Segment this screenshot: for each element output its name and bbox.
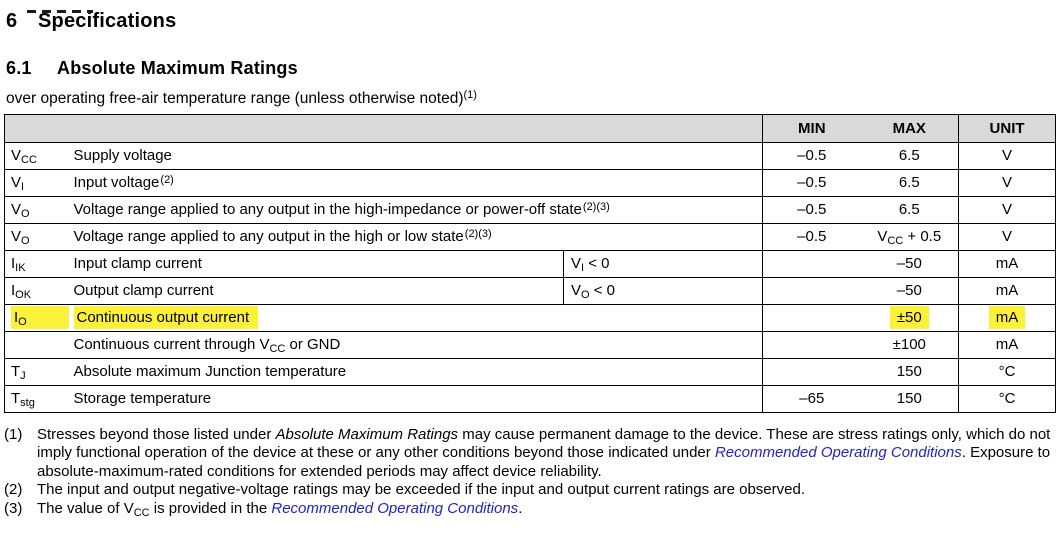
intro-text: over operating free-air temperature rang…: [6, 89, 1060, 108]
unit-cell: V: [958, 222, 1057, 251]
description-cell: Input voltage(2): [66, 168, 764, 197]
min-cell: [762, 249, 861, 278]
description-cell: Voltage range applied to any output in t…: [66, 195, 764, 224]
table-row: IO Continuous output current ±50 mA: [4, 303, 1057, 332]
symbol-cell: VO: [4, 195, 67, 224]
header-max: MAX: [860, 113, 960, 143]
highlight-mark: Continuous output current: [73, 306, 259, 330]
min-cell: [762, 357, 861, 386]
table-row: IOK Output clamp current VO < 0 –50 mA: [4, 276, 1057, 305]
footnote-number: (2): [4, 481, 23, 499]
max-cell: ±100: [860, 330, 960, 359]
footnote-text: Stresses beyond those listed under Absol…: [37, 425, 1051, 480]
abs-max-ratings-table: MIN MAX UNIT VCC Supply voltage –0.5 6.5 V VI…: [3, 113, 1057, 413]
description-cell: Input clamp current: [66, 249, 564, 278]
unit-cell: V: [958, 168, 1057, 197]
unit-cell: mA: [958, 330, 1057, 359]
unit-cell: V: [958, 195, 1057, 224]
max-cell: 150: [860, 384, 960, 413]
unit-cell: °C: [958, 384, 1057, 413]
min-cell: –0.5: [762, 141, 861, 170]
condition-cell: VI < 0: [562, 249, 764, 278]
header-blank-cell: [3, 113, 764, 143]
min-cell: [762, 330, 861, 359]
header-min: MIN: [762, 113, 861, 143]
link-recommended-operating-conditions[interactable]: Recommended Operating Conditions: [271, 499, 519, 517]
subsection-title: Absolute Maximum Ratings: [57, 58, 298, 78]
max-cell: –50: [860, 276, 960, 305]
max-cell: –50: [860, 249, 960, 278]
section-heading: 6 Specifications: [6, 10, 1060, 33]
symbol-cell: VI: [4, 168, 67, 197]
subsection-heading: 6.1 Absolute Maximum Ratings: [6, 58, 1060, 79]
footnote-ref-1: (1): [463, 89, 477, 101]
highlight-mark: IO: [11, 306, 69, 330]
description-cell: Continuous output current: [66, 303, 764, 332]
description-cell: Output clamp current: [66, 276, 564, 305]
symbol-cell: TJ: [4, 357, 67, 386]
table-row: IIK Input clamp current VI < 0 –50 mA: [4, 249, 1057, 278]
link-recommended-operating-conditions[interactable]: Recommended Operating Conditions: [714, 444, 962, 462]
unit-cell: mA: [958, 303, 1057, 332]
max-cell: 6.5: [860, 141, 960, 170]
max-cell: ±50: [860, 303, 960, 332]
min-cell: [762, 276, 861, 305]
highlight-mark: mA: [988, 306, 1026, 330]
footnote-text: The value of VCC is provided in the Reco…: [37, 499, 523, 519]
description-cell: Storage temperature: [66, 384, 764, 413]
max-cell: 6.5: [860, 195, 960, 224]
description-cell: Continuous current through VCC or GND: [66, 330, 764, 359]
min-cell: –65: [762, 384, 861, 413]
max-cell: VCC + 0.5: [860, 222, 960, 251]
description-cell: Supply voltage: [66, 141, 764, 170]
table-row: VCC Supply voltage –0.5 6.5 V: [4, 141, 1057, 170]
min-cell: –0.5: [762, 195, 861, 224]
table-row: VO Voltage range applied to any output in…: [4, 195, 1057, 224]
unit-cell: V: [958, 141, 1057, 170]
table-row: Continuous current through VCC or GND ±10…: [4, 330, 1057, 359]
min-cell: –0.5: [762, 168, 861, 197]
highlight-mark: ±50: [889, 306, 929, 330]
cropped-text-remnant: [27, 10, 93, 13]
condition-cell: VO < 0: [562, 276, 764, 305]
footnote-number: (3): [4, 499, 23, 517]
subsection-number: 6.1: [6, 58, 32, 78]
table-body: VCC Supply voltage –0.5 6.5 V VI Input voltage…: [4, 141, 1057, 413]
symbol-cell: IIK: [4, 249, 67, 278]
unit-cell: mA: [958, 249, 1057, 278]
section-title: Specifications: [38, 10, 177, 32]
symbol-cell: IO: [4, 303, 69, 332]
description-cell: Absolute maximum Junction temperature: [66, 357, 764, 386]
footnote-number: (1): [4, 425, 23, 443]
footnote: (3) The value of VCC is provided in the R…: [4, 500, 1052, 518]
symbol-cell: VO: [4, 222, 67, 251]
footnote-text: The input and output negative-voltage ra…: [37, 481, 805, 499]
italic-text: Absolute Maximum Ratings: [275, 425, 459, 443]
footnotes: (1) Stresses beyond those listed under Ab…: [4, 426, 1052, 518]
footnote: (2) The input and output negative-voltage…: [4, 481, 1052, 499]
table-row: VI Input voltage(2) –0.5 6.5 V: [4, 168, 1057, 197]
description-cell: Voltage range applied to any output in t…: [66, 222, 764, 251]
unit-cell: mA: [958, 276, 1057, 305]
unit-cell: °C: [958, 357, 1057, 386]
symbol-cell: VCC: [4, 141, 67, 170]
table-header-row: MIN MAX UNIT: [3, 113, 1057, 143]
max-cell: 6.5: [860, 168, 960, 197]
symbol-cell: IOK: [4, 276, 67, 305]
table-row: Tstg Storage temperature –65 150 °C: [4, 384, 1057, 413]
intro-sentence: over operating free-air temperature rang…: [6, 89, 464, 107]
table-row: TJ Absolute maximum Junction temperature 1…: [4, 357, 1057, 386]
min-cell: –0.5: [762, 222, 861, 251]
footnote: (1) Stresses beyond those listed under Ab…: [4, 426, 1052, 481]
max-cell: 150: [860, 357, 960, 386]
table-row: VO Voltage range applied to any output in…: [4, 222, 1057, 251]
symbol-cell: Tstg: [4, 384, 67, 413]
header-unit: UNIT: [958, 113, 1057, 143]
section-number: 6: [6, 10, 18, 32]
min-cell: [762, 303, 861, 332]
symbol-cell: [4, 330, 67, 359]
